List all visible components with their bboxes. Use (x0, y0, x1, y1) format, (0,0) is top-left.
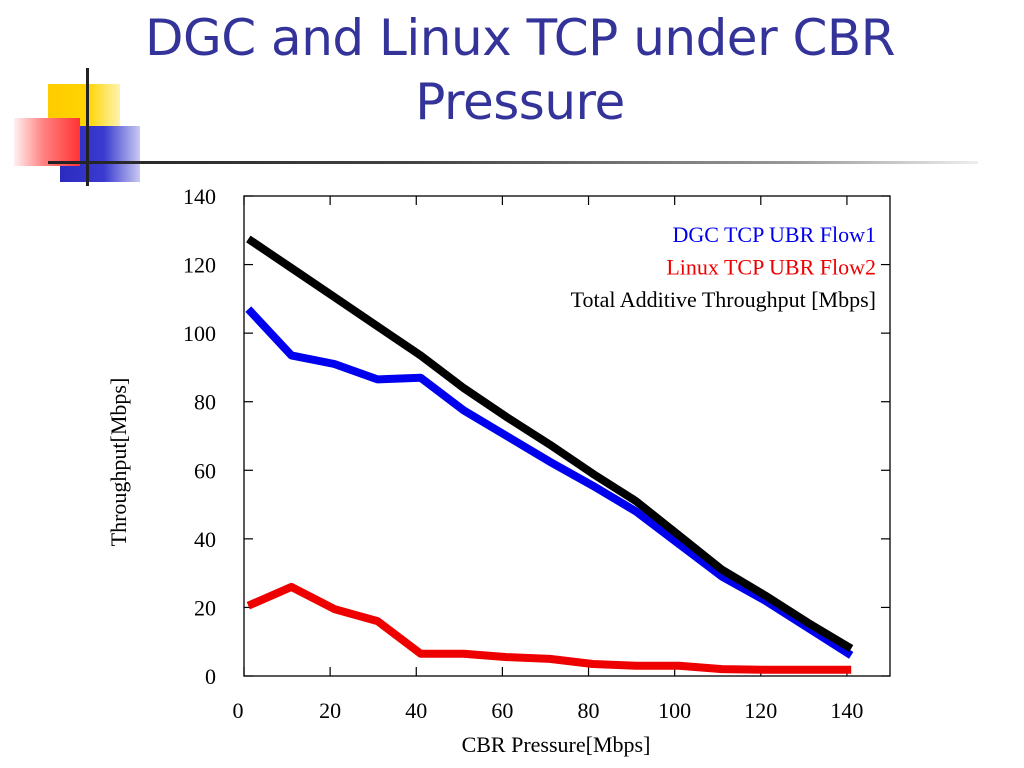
y-tick-label: 20 (194, 595, 216, 620)
series-line-dgc-flow1 (245, 306, 854, 659)
y-tick-label: 0 (205, 664, 216, 689)
series-line-linux-flow2 (246, 582, 852, 674)
x-tick-label: 140 (830, 698, 863, 723)
series-line-total-throughput (246, 235, 854, 653)
x-tick-label: 20 (319, 698, 341, 723)
y-tick-label: 120 (183, 253, 216, 278)
y-tick-label: 60 (194, 458, 216, 483)
axis-ticks (243, 195, 890, 677)
y-tick-label: 140 (183, 184, 216, 209)
x-tick-label: 100 (658, 698, 691, 723)
y-tick-label: 80 (194, 390, 216, 415)
legend-dgc-flow1: DGC TCP UBR Flow1 (672, 222, 876, 247)
series-lines (245, 235, 854, 674)
legend-total-throughput: Total Additive Throughput [Mbps] (571, 287, 876, 312)
x-tick-label: 0 (233, 698, 244, 723)
decor-vertical-line (86, 68, 89, 186)
y-axis-title: Throughput[Mbps] (106, 378, 131, 547)
x-axis-title: CBR Pressure[Mbps] (462, 732, 651, 757)
title-underline (48, 161, 978, 164)
plot-frame (243, 195, 891, 677)
x-tick-label: 80 (578, 698, 600, 723)
legend-linux-flow2: Linux TCP UBR Flow2 (666, 255, 876, 280)
y-tick-label: 100 (183, 321, 216, 346)
axis-tick-labels: 0 20 40 60 80 100 120 140 0 20 40 60 80 100 120 140 (183, 184, 863, 723)
decor-red-square (14, 118, 80, 166)
x-tick-label: 60 (491, 698, 513, 723)
slide-title: DGC and Linux TCP under CBR Pressure (145, 9, 895, 131)
y-tick-label: 40 (194, 527, 216, 552)
x-tick-label: 40 (405, 698, 427, 723)
x-tick-label: 120 (744, 698, 777, 723)
legend: DGC TCP UBR Flow1 Linux TCP UBR Flow2 Tota… (571, 222, 876, 312)
